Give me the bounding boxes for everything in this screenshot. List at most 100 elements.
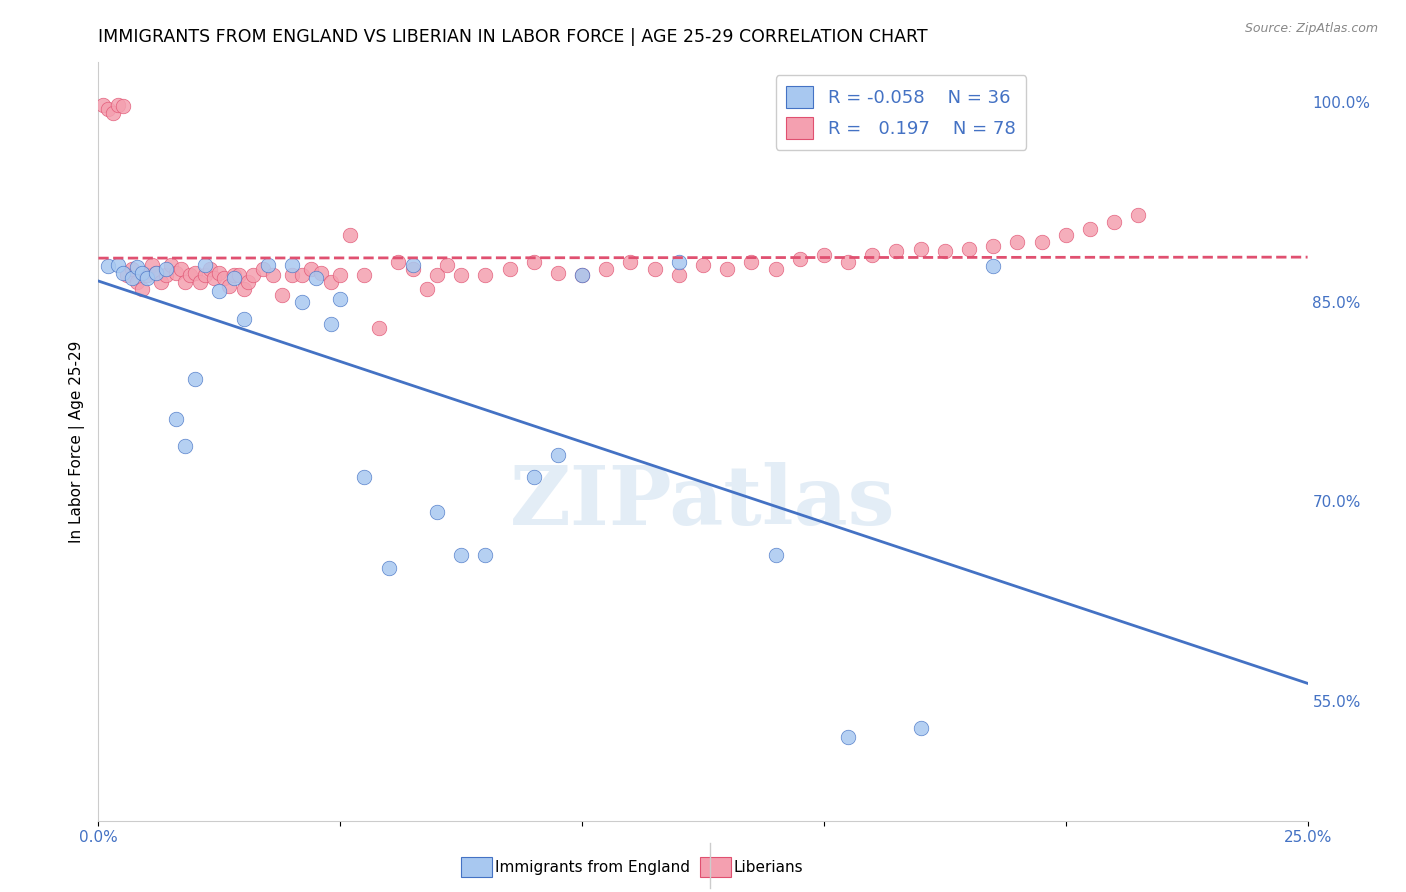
Point [309, 266, 332, 280]
Point [1102, 215, 1125, 229]
Point [740, 255, 762, 269]
Point [145, 266, 167, 280]
Point [165, 412, 187, 426]
Point [179, 268, 201, 283]
Point [256, 258, 278, 272]
Point [981, 259, 1004, 273]
Point [135, 271, 157, 285]
Point [252, 261, 274, 276]
Point [450, 268, 472, 283]
Point [1128, 208, 1150, 222]
Point [117, 268, 139, 283]
Point [377, 561, 399, 575]
Point [111, 266, 134, 280]
Point [155, 261, 177, 276]
Point [474, 548, 496, 562]
Point [339, 228, 361, 243]
Point [131, 282, 153, 296]
Point [222, 268, 245, 283]
Point [188, 275, 211, 289]
Point [121, 271, 143, 285]
Point [910, 242, 932, 256]
Point [789, 252, 811, 267]
Point [208, 266, 231, 280]
Point [426, 505, 449, 519]
Point [212, 271, 235, 285]
Point [426, 268, 449, 283]
Point [716, 261, 738, 276]
Point [141, 258, 163, 272]
Point [204, 271, 226, 285]
Point [436, 258, 458, 272]
Text: Immigrants from England: Immigrants from England [495, 860, 690, 874]
Point [121, 261, 143, 276]
Point [692, 258, 714, 272]
Point [813, 248, 835, 262]
Point [281, 258, 304, 272]
Point [934, 244, 956, 259]
Point [416, 282, 439, 296]
Point [111, 99, 134, 113]
Point [127, 275, 149, 289]
Point [981, 239, 1004, 253]
Point [135, 268, 157, 283]
Point [1031, 235, 1053, 249]
Point [97, 102, 120, 116]
Legend: R = -0.058    N = 36, R =   0.197    N = 78: R = -0.058 N = 36, R = 0.197 N = 78 [776, 75, 1026, 150]
Point [498, 261, 520, 276]
Point [387, 255, 409, 269]
Point [198, 261, 221, 276]
Point [262, 268, 284, 283]
Point [474, 268, 496, 283]
Point [281, 268, 304, 283]
Text: ZIPatlas: ZIPatlas [510, 462, 896, 542]
Point [547, 448, 569, 462]
Text: Liberians: Liberians [734, 860, 804, 874]
Point [194, 258, 217, 272]
Point [97, 259, 120, 273]
Point [837, 730, 859, 744]
Point [886, 244, 908, 259]
Point [91, 98, 114, 112]
Point [150, 275, 173, 289]
Point [450, 548, 472, 562]
Point [290, 268, 312, 283]
Point [1078, 221, 1101, 235]
Point [644, 261, 666, 276]
Point [571, 268, 593, 283]
Point [837, 255, 859, 269]
Text: IMMIGRANTS FROM ENGLAND VS LIBERIAN IN LABOR FORCE | AGE 25-29 CORRELATION CHART: IMMIGRANTS FROM ENGLAND VS LIBERIAN IN L… [98, 28, 928, 45]
Point [547, 266, 569, 280]
Point [228, 268, 250, 283]
Point [169, 261, 191, 276]
Point [208, 284, 231, 298]
Point [523, 470, 546, 484]
Point [619, 255, 641, 269]
Point [353, 268, 375, 283]
Point [242, 268, 264, 283]
Point [765, 548, 787, 562]
Point [107, 258, 129, 272]
Point [194, 268, 217, 283]
Point [155, 268, 177, 283]
Point [238, 275, 260, 289]
Point [299, 261, 322, 276]
Point [329, 292, 352, 306]
Point [127, 260, 149, 275]
Point [131, 266, 153, 280]
Point [368, 321, 391, 335]
Point [860, 248, 883, 262]
Point [319, 275, 342, 289]
Point [184, 372, 207, 386]
Point [305, 271, 328, 285]
Point [765, 261, 787, 276]
Point [184, 266, 207, 280]
Point [402, 258, 425, 272]
Point [595, 261, 617, 276]
Point [218, 279, 240, 293]
Point [668, 255, 690, 269]
Point [668, 268, 690, 283]
Point [165, 266, 187, 280]
Point [271, 288, 294, 302]
Point [910, 721, 932, 735]
